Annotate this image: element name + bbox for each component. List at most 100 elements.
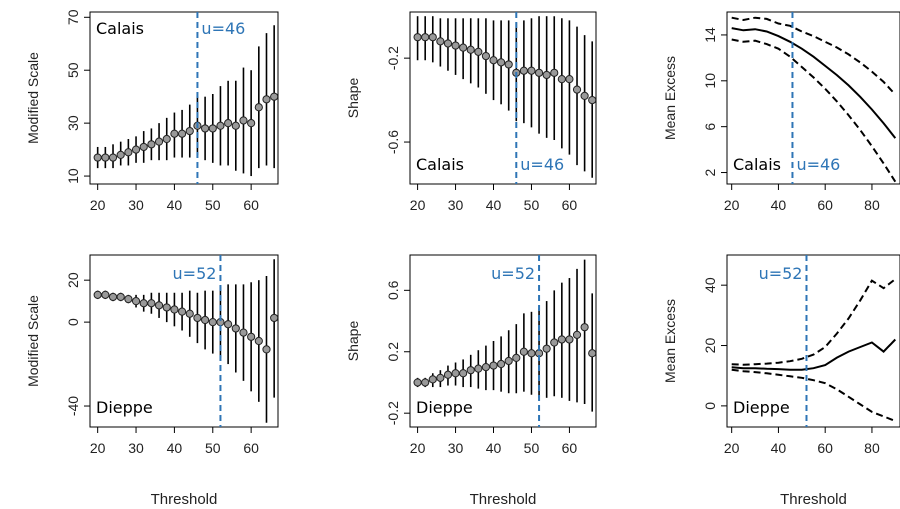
data-point — [542, 70, 551, 80]
plot-data — [731, 278, 897, 422]
data-point — [459, 43, 468, 52]
data-point — [154, 137, 164, 146]
data-point — [239, 328, 248, 337]
data-point — [534, 68, 544, 77]
data-point — [550, 338, 559, 347]
data-point — [247, 119, 256, 128]
data-point — [170, 129, 179, 138]
x-tick-label: 40 — [771, 197, 787, 213]
data-point — [139, 142, 148, 152]
y-tick-label: 0.2 — [385, 342, 401, 362]
plot-data — [93, 259, 278, 423]
y-tick-label: 10 — [65, 168, 81, 184]
data-point — [216, 121, 225, 130]
data-point — [557, 75, 566, 84]
x-axis-label: Threshold — [780, 491, 847, 508]
y-tick-label: 10 — [702, 73, 718, 89]
site-label: Dieppe — [96, 398, 153, 417]
x-tick-label: 20 — [724, 197, 740, 213]
data-point — [154, 301, 164, 310]
data-point — [116, 150, 125, 159]
x-tick-label: 20 — [90, 440, 106, 456]
data-point — [177, 129, 187, 138]
y-axis-label: Modified Scale — [25, 52, 41, 144]
data-point — [224, 320, 233, 329]
data-point — [428, 33, 437, 42]
threshold-label: u=52 — [173, 264, 217, 283]
plot-frame — [726, 11, 900, 185]
y-axis-label: Mean Excess — [662, 299, 678, 383]
data-point — [131, 145, 141, 154]
data-point — [481, 363, 491, 372]
x-tick-label: 60 — [562, 440, 578, 456]
x-tick-label: 20 — [410, 197, 426, 213]
x-tick-label: 20 — [724, 440, 740, 456]
data-point — [481, 51, 491, 61]
data-point — [588, 95, 596, 105]
x-tick-label: 60 — [817, 197, 833, 213]
y-tick-label: 14 — [702, 27, 718, 43]
data-point — [101, 153, 110, 162]
data-point — [124, 148, 133, 157]
site-label: Dieppe — [733, 398, 790, 417]
data-point — [162, 134, 171, 144]
data-point — [170, 305, 179, 314]
x-tick-label: 50 — [524, 440, 540, 456]
y-tick-label: 30 — [65, 115, 81, 131]
x-tick-label: 40 — [771, 440, 787, 456]
plot-data — [413, 16, 596, 178]
panel-bottom-left: 20 30 40 50 60 -40 0 20 Modified Scale Threshold u… — [25, 254, 279, 508]
data-point — [428, 375, 437, 384]
x-tick-label: 30 — [128, 440, 144, 456]
data-point — [466, 366, 475, 375]
confidence-band-line — [731, 38, 897, 183]
data-point — [185, 309, 194, 318]
data-point — [542, 344, 551, 353]
x-tick-label: 60 — [243, 440, 259, 456]
data-point — [565, 75, 574, 84]
y-tick-label: 40 — [702, 277, 718, 293]
panel-bottom-right: 20 40 60 80 0 20 40 Mean Excess Threshold u=52 Die… — [662, 254, 900, 508]
data-point — [185, 126, 194, 136]
y-tick-label: 0 — [65, 318, 81, 326]
data-point — [247, 332, 256, 341]
threshold-label: u=46 — [201, 19, 245, 38]
x-tick-label: 20 — [410, 440, 426, 456]
data-point — [231, 121, 240, 130]
data-point — [588, 349, 596, 358]
data-point — [466, 45, 475, 54]
site-label: Calais — [416, 155, 464, 174]
y-tick-label: 0.6 — [385, 280, 401, 300]
data-point — [489, 56, 498, 65]
y-tick-label: 6 — [702, 123, 718, 131]
data-point — [550, 68, 559, 77]
data-point — [131, 297, 141, 306]
data-point — [201, 124, 210, 133]
data-point — [270, 313, 278, 323]
data-point — [270, 92, 278, 101]
data-point — [147, 299, 156, 308]
data-point — [580, 91, 589, 101]
panel-top-middle: 20 30 40 50 60 -0.6 -0.2 Shape u=46 Calais — [345, 11, 597, 213]
data-point — [527, 349, 536, 358]
x-axis-label: Threshold — [151, 491, 218, 508]
data-point — [208, 318, 217, 327]
site-label: Calais — [733, 155, 781, 174]
x-tick-label: 40 — [167, 440, 183, 456]
plot-data — [93, 25, 278, 177]
x-tick-label: 40 — [167, 197, 183, 213]
x-tick-label: 40 — [486, 440, 502, 456]
y-tick-label: 2 — [702, 168, 718, 176]
y-tick-label: 20 — [65, 272, 81, 288]
data-point — [108, 153, 118, 162]
data-point — [413, 378, 422, 387]
threshold-label: u=46 — [520, 155, 564, 174]
data-point — [504, 356, 513, 366]
x-tick-label: 60 — [817, 440, 833, 456]
data-point — [572, 85, 582, 94]
x-tick-label: 80 — [864, 197, 880, 213]
data-point — [443, 370, 453, 379]
data-point — [572, 330, 582, 339]
y-tick-label: 0 — [702, 402, 718, 410]
